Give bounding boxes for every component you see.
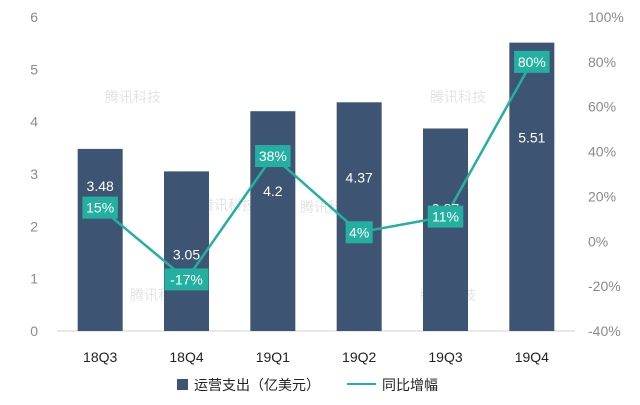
right-tick-label: -20% (588, 278, 621, 294)
right-tick-label: 20% (588, 188, 616, 204)
watermark-text: 腾讯科技 (430, 89, 486, 106)
pct-label-box (255, 145, 291, 168)
bar-value-label: 3.05 (173, 246, 200, 262)
right-tick-label: 80% (588, 54, 616, 70)
bar-value-label: 5.51 (518, 130, 545, 146)
left-tick-label: 5 (30, 61, 38, 77)
right-tick-label: -40% (588, 323, 621, 339)
left-tick-label: 1 (30, 271, 38, 287)
pct-label: -17% (170, 271, 203, 287)
left-axis: 0 1 2 3 4 5 6 (30, 9, 38, 339)
bar-value-label: 4.37 (346, 169, 373, 185)
pct-label: 4% (349, 224, 369, 240)
category-label: 18Q4 (169, 349, 203, 365)
right-tick-label: 60% (588, 99, 616, 115)
category-label: 19Q1 (256, 349, 290, 365)
line-series: 3.483.054.24.373.875.5115%-17%38%4%11%80… (82, 50, 550, 291)
x-axis: 18Q3 18Q4 19Q1 19Q2 19Q3 19Q4 (83, 349, 549, 365)
pct-label-box (82, 196, 118, 219)
legend-swatch-bar (177, 379, 188, 390)
category-label: 18Q3 (83, 349, 117, 365)
bar (509, 42, 555, 331)
right-axis: -40% -20% 0% 20% 40% 60% 80% 100% (588, 9, 624, 339)
pct-label-box (345, 221, 373, 244)
bar (423, 128, 468, 331)
pct-label: 80% (518, 54, 546, 70)
legend-label-bar: 运营支出（亿美元） (194, 378, 320, 394)
bar-value-label: 3.48 (87, 178, 114, 194)
left-tick-label: 4 (30, 114, 38, 130)
pct-label: 15% (86, 200, 114, 216)
right-tick-label: 100% (588, 9, 624, 25)
left-tick-label: 3 (30, 166, 38, 182)
category-label: 19Q2 (342, 349, 376, 365)
bar (77, 148, 123, 331)
bar-series (77, 42, 555, 331)
pct-label-box (514, 50, 550, 73)
right-tick-label: 0% (588, 233, 608, 249)
right-tick-label: 40% (588, 144, 616, 160)
bar (336, 102, 382, 331)
pct-label: 11% (432, 209, 459, 225)
legend-label-line: 同比增幅 (382, 378, 438, 394)
pct-label-box (427, 205, 464, 228)
bar (250, 111, 296, 331)
pct-label: 38% (259, 148, 287, 164)
category-label: 19Q3 (428, 349, 462, 365)
left-tick-label: 0 (30, 323, 38, 339)
bar-value-label: 4.2 (263, 183, 283, 199)
legend: 运营支出（亿美元） 同比增幅 (177, 378, 438, 394)
bar (164, 171, 209, 331)
line-path (99, 61, 533, 281)
left-tick-label: 6 (30, 9, 38, 25)
pct-label-box (164, 268, 209, 291)
watermark-text: 腾讯科技 (105, 89, 161, 106)
left-tick-label: 2 (30, 218, 38, 234)
category-label: 19Q4 (515, 349, 549, 365)
